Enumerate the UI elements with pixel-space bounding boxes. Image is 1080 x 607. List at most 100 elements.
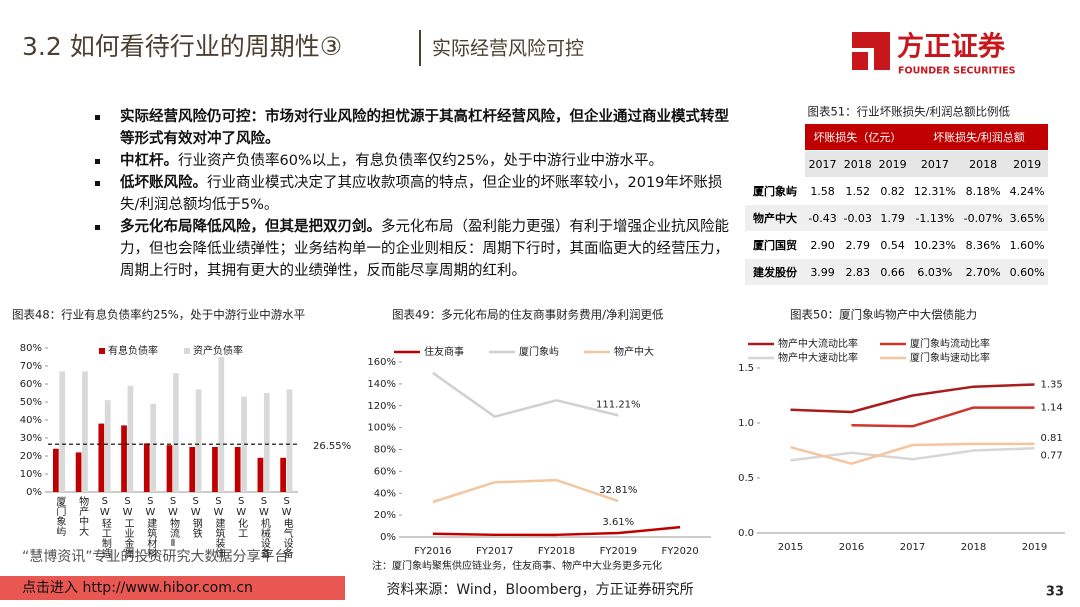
x-tick-label: 厦门象屿 bbox=[54, 496, 66, 537]
bar bbox=[121, 425, 127, 492]
bar bbox=[98, 423, 105, 492]
y-tick-label: 50% bbox=[20, 397, 42, 408]
table-row: 物产中大 -0.43 -0.03 1.79 -1.13% -0.07% 3.65% bbox=[745, 204, 1048, 232]
x-tick-label: 2019 bbox=[1022, 542, 1047, 553]
table-title: 图表51：行业坏账损失/利润总额比例低 bbox=[807, 105, 1010, 119]
table-cell: 厦门象屿 bbox=[745, 177, 805, 205]
table-row: 建发股份 3.99 2.83 0.66 6.03% 2.70% 0.60% bbox=[745, 258, 1048, 286]
bar bbox=[195, 389, 202, 492]
bar bbox=[104, 400, 111, 492]
y-tick-label: 0% bbox=[26, 487, 42, 498]
table-cell bbox=[745, 124, 805, 151]
line-series bbox=[432, 371, 619, 418]
table-year: 2017 bbox=[805, 150, 841, 178]
legend-label: 厦门象屿流动比率 bbox=[910, 337, 990, 350]
x-tick-label: SW建筑装饰 bbox=[213, 496, 225, 559]
legend-label: 有息负债率 bbox=[108, 344, 158, 357]
reference-label: 26.55% bbox=[313, 441, 351, 452]
y-tick-label: 1.0 bbox=[738, 418, 754, 429]
bullet: 中杠杆。行业资产负债率60%以上，有息负债率仅约25%，处于中游行业中游水平。 bbox=[95, 150, 740, 172]
table: 坏账损失（亿元） 坏账损失/利润总额 2017 2018 2019 2017 2018 201… bbox=[745, 124, 1048, 286]
bar bbox=[234, 447, 241, 492]
x-tick-label: 物产中大 bbox=[77, 495, 89, 537]
y-tick-label: 40% bbox=[20, 415, 42, 426]
x-tick-label: SW轻工制造 bbox=[99, 496, 111, 558]
table-cell: -0.43 bbox=[805, 204, 841, 232]
y-tick-label: 10% bbox=[20, 469, 42, 480]
bar bbox=[150, 403, 156, 492]
data-label: 111.21% bbox=[596, 399, 641, 410]
y-tick-label: 0.5 bbox=[738, 473, 754, 484]
watermark-band bbox=[0, 576, 345, 600]
x-tick-label: FY2019 bbox=[600, 546, 637, 557]
bar bbox=[189, 447, 196, 492]
chart-title: 图表48：行业有息负债率约25%，处于中游行业中游水平 bbox=[12, 308, 305, 322]
watermark: “慧博资讯”专业的投资研究大数据分享平台 bbox=[22, 548, 289, 565]
table-group: 坏账损失/利润总额 bbox=[909, 124, 1048, 151]
x-tick-label: SW工业金属 bbox=[122, 496, 134, 559]
table-cell: 12.31% bbox=[909, 177, 960, 205]
table-cell: 2.90 bbox=[805, 231, 841, 259]
table-cell: 2.70% bbox=[959, 258, 1007, 286]
table-cell: 0.82 bbox=[875, 177, 910, 205]
data-label: 1.35 bbox=[1041, 380, 1063, 391]
table-cell: 0.60% bbox=[1006, 258, 1048, 286]
logo-icon bbox=[852, 32, 890, 70]
chart-title: 图表50：厦门象屿物产中大偿债能力 bbox=[790, 308, 977, 322]
table-row: 厦门国贸 2.90 2.79 0.54 10.23% 8.36% 1.60% bbox=[745, 231, 1048, 259]
legend-label: 物产中大 bbox=[614, 345, 654, 358]
y-tick-label: 30% bbox=[20, 433, 42, 444]
x-tick-label: SW电气设备 bbox=[281, 496, 293, 559]
legend-label: 厦门象屿速动比率 bbox=[910, 351, 990, 364]
bar bbox=[218, 357, 225, 492]
y-tick-label: 160% bbox=[367, 357, 396, 368]
line-series bbox=[432, 525, 681, 537]
page-number: 33 bbox=[1046, 585, 1064, 600]
table-year: 2018 bbox=[959, 150, 1007, 178]
table-year: 2018 bbox=[840, 150, 876, 178]
table-cell: -0.03 bbox=[840, 204, 876, 232]
y-tick-label: 80% bbox=[374, 445, 396, 456]
bullet: 低坏账风险。行业商业模式决定了其应收款项高的特点，但企业的坏账率较小，2019年… bbox=[95, 172, 740, 216]
legend-label: 物产中大速动比率 bbox=[778, 351, 858, 364]
table-cell: 10.23% bbox=[909, 231, 960, 259]
bullet-lead: 中杠杆。 bbox=[120, 153, 178, 169]
legend-label: 物产中大流动比率 bbox=[778, 337, 858, 350]
table-years: 2017 2018 2019 2017 2018 2019 bbox=[745, 150, 1048, 178]
bullet-text: 多元化布局（盈利能力更强）有利于增强企业抗风险能力，但也会降低业绩弹性；业务结构… bbox=[120, 219, 729, 279]
table-cell: 6.03% bbox=[909, 258, 960, 286]
bar bbox=[257, 457, 264, 492]
y-tick-label: 60% bbox=[374, 466, 396, 477]
logo-icon bbox=[852, 52, 868, 70]
table-cell: 2.79 bbox=[840, 231, 876, 259]
logo: 方正证券 bbox=[897, 31, 1006, 63]
chart-note: 注：厦门象屿聚焦供应链业务，住友商事、物产中大业务更多元化 bbox=[372, 559, 662, 572]
x-tick-label: SW建筑材料 bbox=[145, 496, 157, 559]
data-label: 0.81 bbox=[1041, 433, 1063, 444]
table-header: 坏账损失（亿元） 坏账损失/利润总额 bbox=[745, 124, 1048, 151]
x-tick-label: 2016 bbox=[839, 542, 864, 553]
y-tick-label: 80% bbox=[20, 343, 42, 354]
table-year: 2017 bbox=[909, 150, 960, 178]
bullet-lead: 多元化布局降低风险，但其是把双刃剑。 bbox=[120, 219, 381, 235]
slide-subtitle: 实际经营风险可控 bbox=[432, 38, 584, 60]
bullet-text: 行业资产负债率60%以上，有息负债率仅约25%，处于中游行业中游水平。 bbox=[178, 153, 663, 169]
table-cell: 建发股份 bbox=[745, 258, 805, 286]
x-tick-label: SW钢铁 bbox=[190, 496, 202, 539]
logo-en: FOUNDER SECURITIES bbox=[898, 66, 1016, 77]
y-tick-label: 40% bbox=[374, 488, 396, 499]
table-cell: 厦门国贸 bbox=[745, 231, 805, 259]
y-tick-label: 1.5 bbox=[738, 363, 754, 374]
bar bbox=[75, 452, 82, 492]
legend-swatch bbox=[99, 348, 105, 354]
table-cell: -1.13% bbox=[909, 204, 960, 232]
table-cell: 3.99 bbox=[805, 258, 841, 286]
data-label: 1.14 bbox=[1041, 403, 1063, 414]
bar bbox=[127, 385, 134, 492]
table-cell: 1.79 bbox=[875, 204, 910, 232]
y-tick-label: 20% bbox=[374, 510, 396, 521]
bar bbox=[263, 393, 270, 492]
table-cell: 1.52 bbox=[840, 177, 876, 205]
